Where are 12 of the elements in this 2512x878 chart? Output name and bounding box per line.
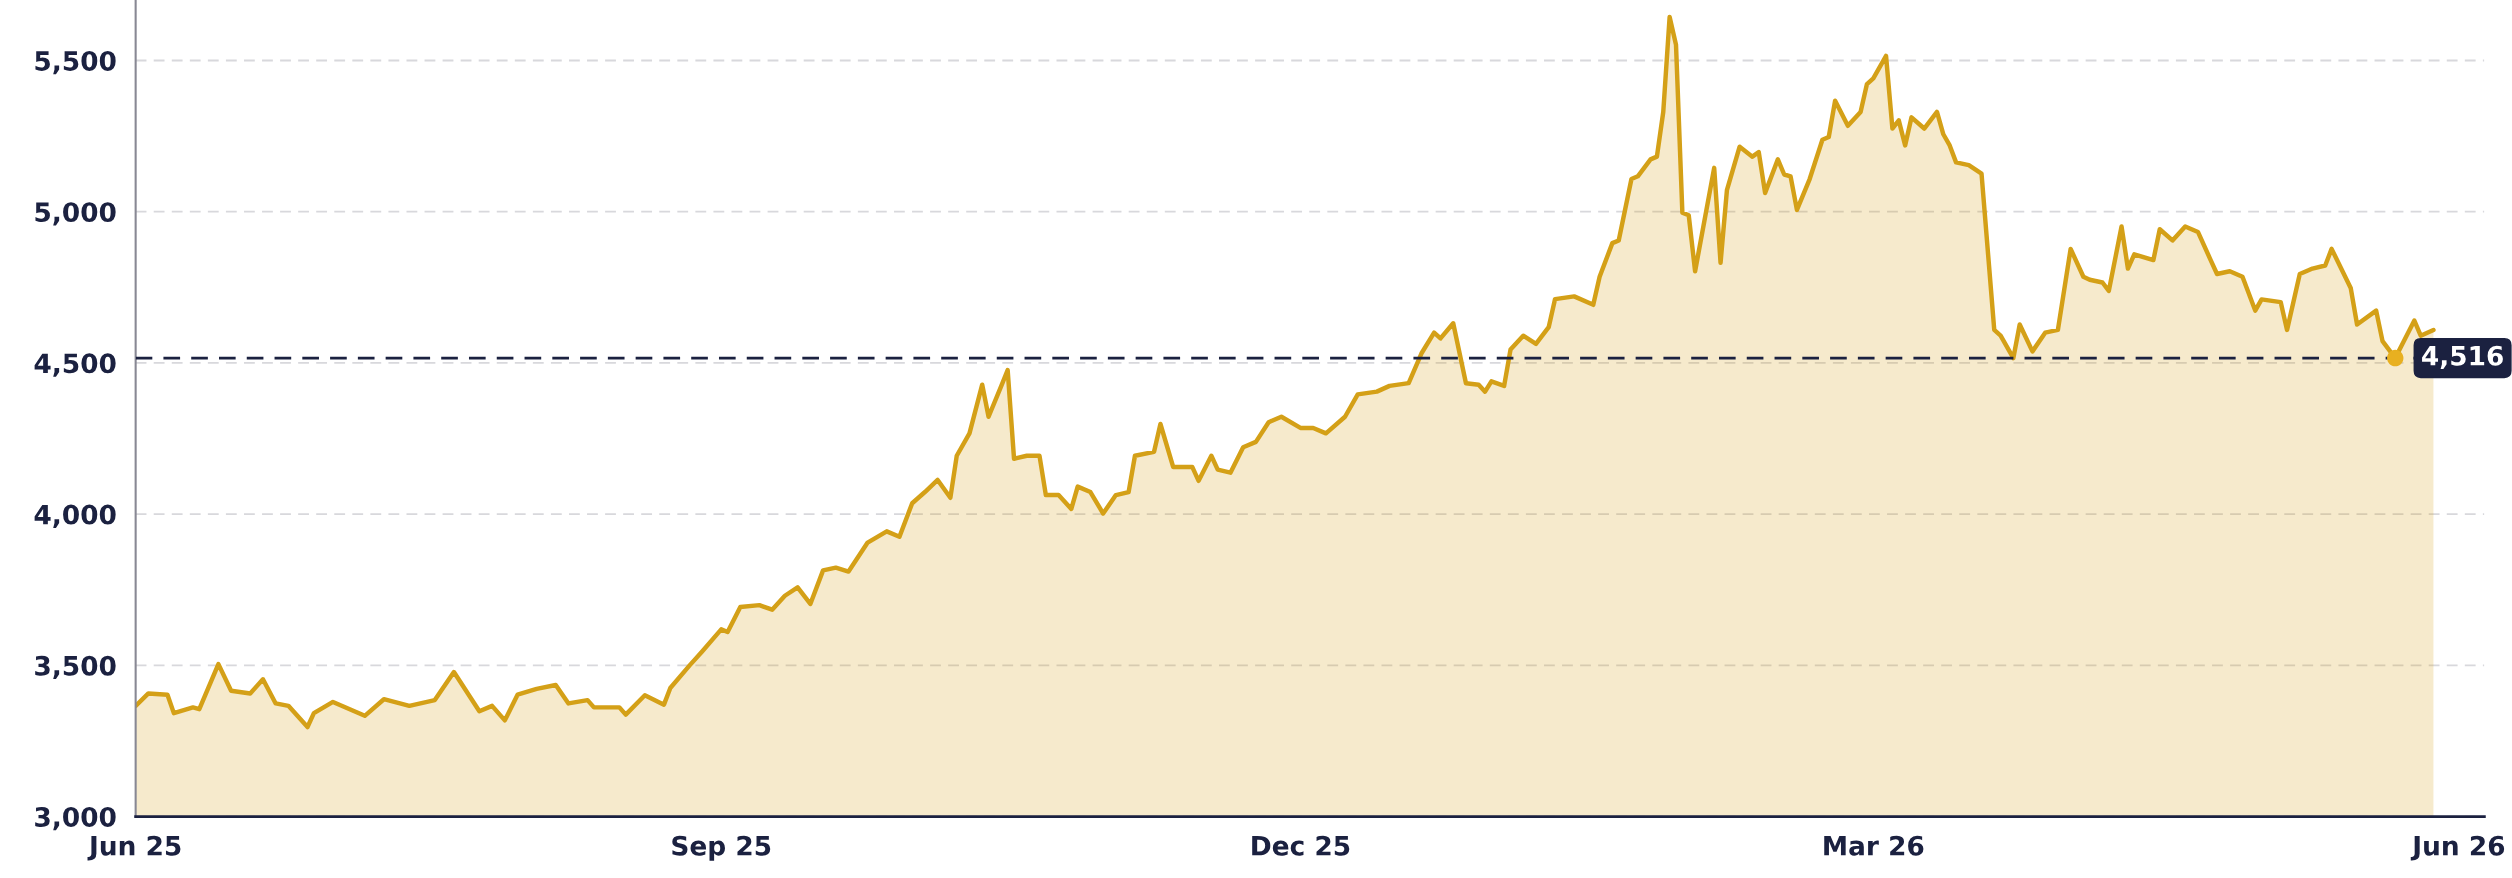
y-tick-label: 3,000 — [35, 806, 116, 831]
y-tick-label: 4,000 — [34, 504, 116, 528]
x-tick-label: Sep 25 — [672, 835, 771, 861]
y-tick-label: 5,000 — [35, 202, 116, 226]
x-tick-label: Jun 26 — [2410, 835, 2505, 861]
ref-line-label: 4,516 — [2422, 345, 2503, 370]
y-tick-label: 5,500 — [35, 50, 116, 75]
x-tick-label: Mar 26 — [1824, 835, 1924, 856]
y-tick-label: 3,500 — [35, 655, 116, 680]
x-tick-label: Jun 25 — [87, 835, 181, 861]
y-tick-label: 4,500 — [34, 353, 116, 377]
x-tick-label: Dec 25 — [1252, 835, 1350, 856]
